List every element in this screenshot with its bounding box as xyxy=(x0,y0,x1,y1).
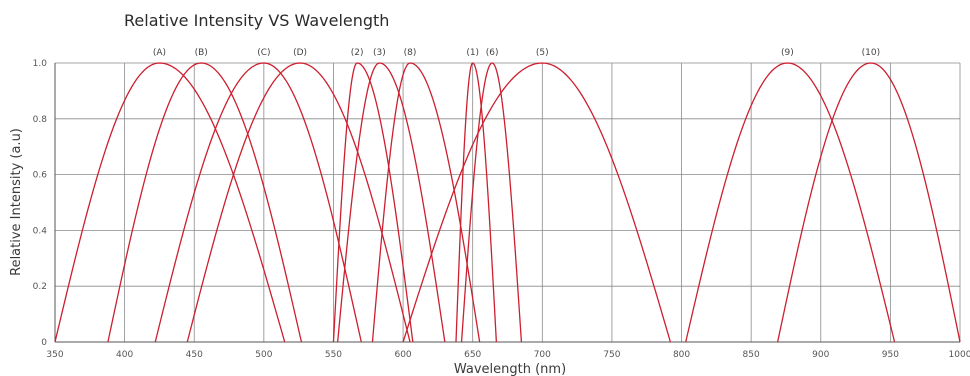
x-tick-label: 850 xyxy=(743,350,760,360)
series-curve-5 xyxy=(332,62,414,343)
series-label: (9) xyxy=(781,48,794,58)
series-curve-9 xyxy=(460,62,523,343)
x-tick-label: 650 xyxy=(464,350,481,360)
series-curve-8 xyxy=(455,62,498,343)
series-curve-11 xyxy=(685,62,896,343)
series-label: (5) xyxy=(536,48,549,58)
y-tick-label: 1.0 xyxy=(33,59,48,69)
series-label: (1) xyxy=(466,48,479,58)
series-label: (3) xyxy=(373,48,386,58)
series-curve-12 xyxy=(776,62,961,343)
series-curve-10 xyxy=(402,62,672,343)
y-axis-title: Relative Intensity (a.u) xyxy=(9,128,24,276)
y-tick-label: 0.4 xyxy=(33,226,48,236)
y-tick-label: 0.8 xyxy=(33,115,48,125)
x-tick-label: 450 xyxy=(186,350,203,360)
series-label: (C) xyxy=(257,48,270,58)
curves xyxy=(54,62,961,343)
x-axis-title: Wavelength (nm) xyxy=(454,362,566,376)
peak-labels: (A) (B) (C) (D) (2) (3) (8) (1) (6) (5) (9) (10) xyxy=(153,48,880,58)
series-curve-3 xyxy=(154,62,362,343)
x-tick-label: 1000 xyxy=(949,350,970,360)
x-tick-label: 900 xyxy=(812,350,829,360)
x-tick-label: 600 xyxy=(394,350,411,360)
series-label: (D) xyxy=(293,48,307,58)
x-tick-label: 700 xyxy=(534,350,551,360)
y-tick-label: 0 xyxy=(41,338,47,348)
y-tick-label: 0.6 xyxy=(33,171,48,181)
series-curve-4 xyxy=(186,62,411,343)
series-curve-2 xyxy=(107,62,303,343)
x-tick-label: 500 xyxy=(255,350,272,360)
y-tick-label: 0.2 xyxy=(33,282,47,292)
x-tick-label: 350 xyxy=(46,350,63,360)
series-label: (2) xyxy=(351,48,364,58)
x-tick-label: 800 xyxy=(673,350,690,360)
series-curve-6 xyxy=(336,62,446,343)
series-label: (A) xyxy=(153,48,166,58)
x-tick-label: 750 xyxy=(603,350,620,360)
series-label: (8) xyxy=(404,48,417,58)
x-tick-label: 950 xyxy=(882,350,899,360)
series-curve-7 xyxy=(371,62,481,343)
series-label: (10) xyxy=(862,48,880,58)
series-curve-1 xyxy=(54,62,286,343)
grid xyxy=(54,62,961,343)
series-label: (B) xyxy=(195,48,208,58)
x-tick-label: 400 xyxy=(116,350,133,360)
x-tick-label: 550 xyxy=(325,350,342,360)
series-label: (6) xyxy=(486,48,499,58)
tick-labels: 350 400 450 500 550 600 650 700 750 800 850 900 950 1… xyxy=(33,59,970,360)
chart-title: Relative Intensity VS Wavelength xyxy=(124,11,389,30)
